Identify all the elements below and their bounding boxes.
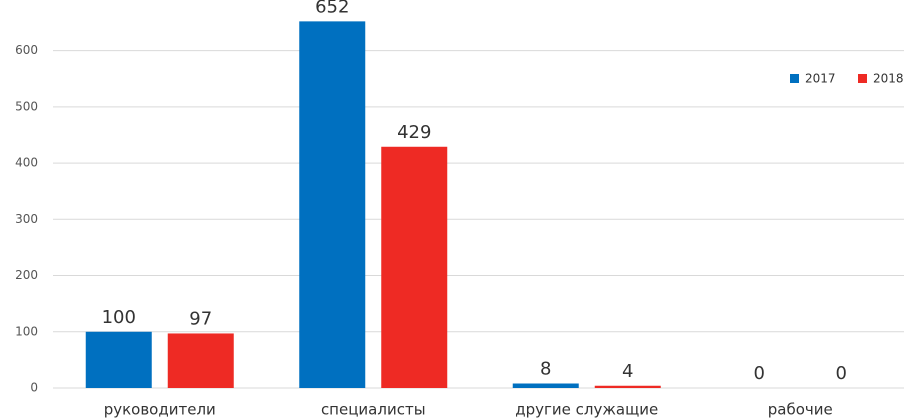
bar [594,385,661,388]
value-label: 8 [540,359,551,380]
y-tick-label: 0 [30,381,38,395]
x-tick-label: рабочие [768,401,833,419]
bar [85,331,152,388]
y-tick-label: 300 [15,212,38,226]
legend-swatch [858,74,867,83]
y-tick-label: 400 [15,156,38,170]
value-label: 100 [102,307,136,328]
y-tick-label: 200 [15,268,38,282]
value-label: 652 [315,0,349,17]
value-label: 97 [189,308,212,329]
bar [167,333,234,388]
x-tick-label: специалисты [321,401,426,419]
legend-label: 2017 [805,72,836,86]
y-tick-label: 500 [15,99,38,113]
bar [299,21,366,389]
legend-label: 2018 [873,72,904,86]
y-tick-label: 600 [15,43,38,57]
value-label: 4 [622,361,633,382]
bar [381,146,448,388]
y-tick-label: 100 [15,324,38,338]
legend-swatch [790,74,799,83]
value-label: 0 [754,363,765,384]
value-label: 429 [397,122,431,143]
bar [512,383,579,388]
value-label: 0 [836,363,847,384]
x-tick-label: руководители [104,401,216,419]
x-tick-label: другие служащие [515,401,658,419]
